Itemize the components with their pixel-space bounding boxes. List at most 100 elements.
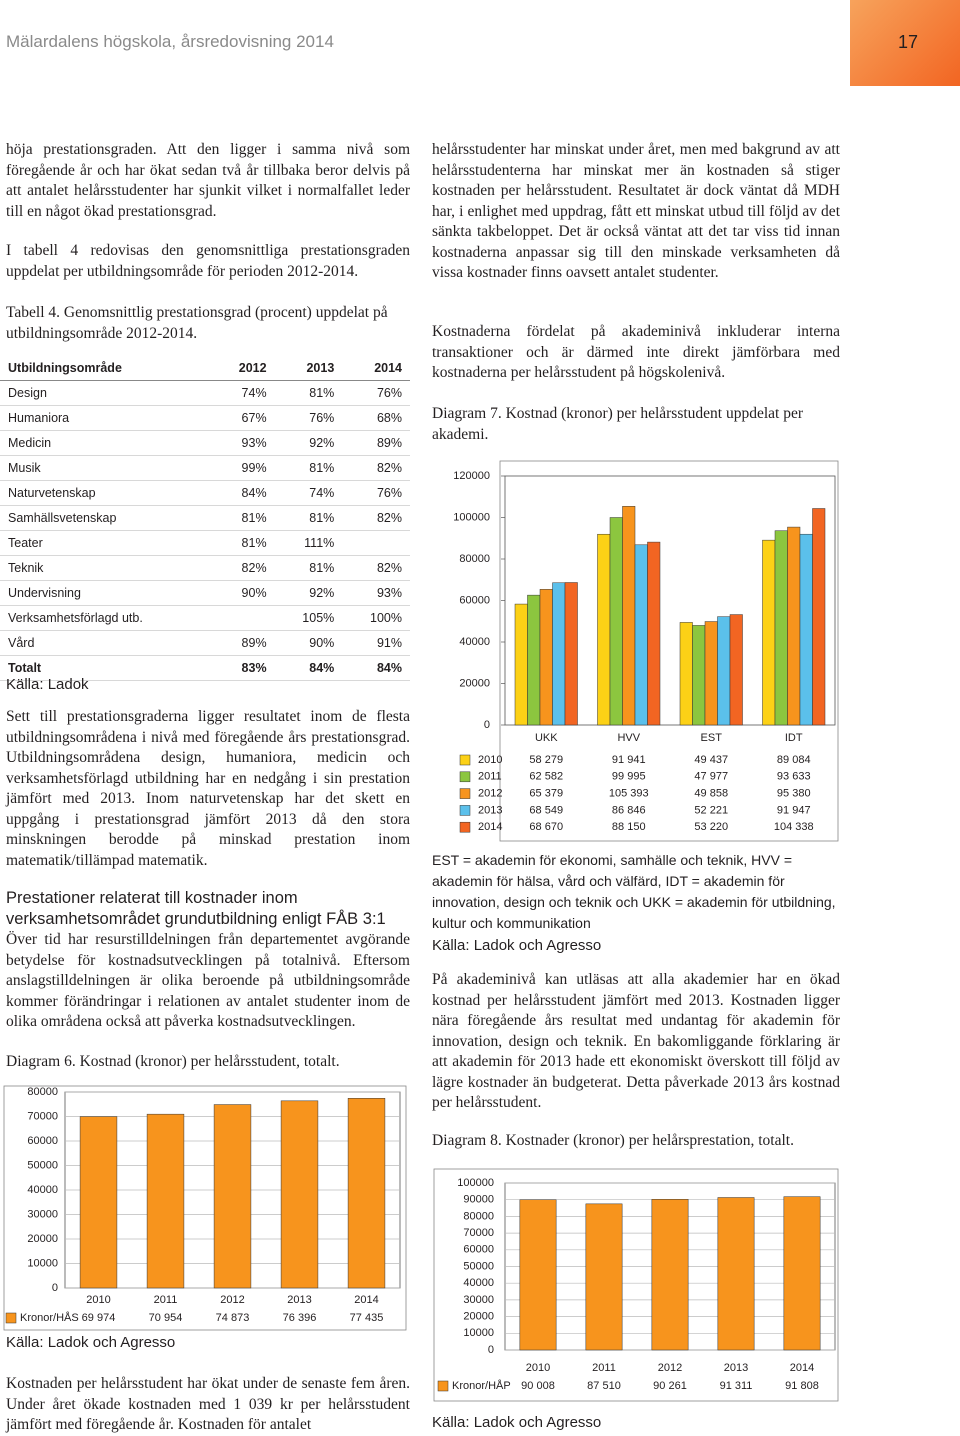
legend-label: Kronor/HÅS xyxy=(20,1311,79,1324)
x-tick-label: 2011 xyxy=(592,1362,616,1374)
data-label: 52 221 xyxy=(694,804,728,816)
bar xyxy=(679,622,693,726)
legend-swatch xyxy=(459,771,471,783)
table-cell: 100% xyxy=(342,605,410,631)
table-row: Verksamhetsförlagd utb. 105% 100% xyxy=(0,605,410,631)
table-cell: 81% xyxy=(212,530,275,556)
x-tick-label: 2013 xyxy=(287,1294,311,1306)
paragraph: I tabell 4 redovisas den genomsnittliga … xyxy=(6,242,410,280)
table-row: Teknik 82% 81% 82% xyxy=(0,555,410,581)
x-tick-label: 2011 xyxy=(154,1294,178,1306)
table-cell: 2012 xyxy=(212,356,275,381)
table-cell: 93% xyxy=(212,430,275,456)
x-tick-label: 2012 xyxy=(658,1362,682,1374)
bar xyxy=(597,533,611,726)
data-label: 69 974 xyxy=(82,1312,116,1324)
running-header: Mälardalens högskola, årsredovisning 201… xyxy=(6,32,334,51)
legend-label: 2013 xyxy=(478,804,502,816)
data-label: 68 549 xyxy=(529,804,563,816)
table-cell: 81% xyxy=(212,505,275,531)
table-cell: 76% xyxy=(274,405,343,431)
paragraph: Kostnaderna fördelat på akademinivå inkl… xyxy=(432,323,840,381)
data-label: 90 261 xyxy=(653,1380,687,1392)
bar xyxy=(552,582,566,726)
bar xyxy=(787,526,801,726)
paragraph: Sett till prestationsgraderna ligger res… xyxy=(6,708,410,869)
bar xyxy=(527,594,541,726)
bar xyxy=(213,1104,252,1289)
data-label: 62 582 xyxy=(529,771,563,783)
table-cell: 84% xyxy=(212,480,275,506)
table-row: Teater 81% 111% xyxy=(0,530,410,556)
data-label: 77 435 xyxy=(350,1312,384,1324)
section-heading: Prestationer relaterat till kostnader in… xyxy=(6,889,386,928)
y-tick-label: 20000 xyxy=(463,1311,494,1323)
y-tick-label: 70000 xyxy=(463,1227,494,1239)
chart-frame xyxy=(433,1168,839,1402)
table-cell: Totalt xyxy=(0,655,213,681)
paragraph: Över tid har resurstilldelningen från de… xyxy=(6,931,410,1030)
table-cell: 76% xyxy=(342,380,410,406)
table-cell: 2013 xyxy=(274,356,343,381)
bar xyxy=(717,1197,755,1351)
y-tick-label: 30000 xyxy=(27,1208,58,1220)
table-cell: 84% xyxy=(342,655,410,681)
note: EST = akademin för ekonomi, samhälle och… xyxy=(432,852,836,931)
table-cell: Verksamhetsförlagd utb. xyxy=(0,605,213,631)
source: Källa: Ladok och Agresso xyxy=(432,937,602,954)
y-tick-label: 120000 xyxy=(453,470,490,482)
y-tick-label: 40000 xyxy=(463,1277,494,1289)
x-tick-label: HVV xyxy=(617,732,640,744)
legend-swatch xyxy=(459,821,471,833)
x-tick-label: EST xyxy=(701,732,723,744)
table-cell: 89% xyxy=(342,430,410,456)
table-cell: 68% xyxy=(342,405,410,431)
bar xyxy=(622,506,636,726)
table-cell: 76% xyxy=(342,480,410,506)
chart: 0 20000 40000 60000 80000 100000 120000 UKK HVV E… xyxy=(453,460,839,842)
y-tick-label: 40000 xyxy=(459,636,490,648)
table-caption: Tabell 4. Genomsnittlig prestationsgrad … xyxy=(6,304,388,342)
y-tick-label: 60000 xyxy=(27,1135,58,1147)
chart-frame xyxy=(3,1085,407,1331)
table-cell xyxy=(212,605,275,631)
y-tick-label: 80000 xyxy=(463,1210,494,1222)
table-cell: Samhällsvetenskap xyxy=(0,505,213,531)
table-cell: 92% xyxy=(274,430,343,456)
y-tick-label: 60000 xyxy=(463,1244,494,1256)
source: Källa: Ladok och Agresso xyxy=(432,1414,602,1431)
table-cell: 82% xyxy=(342,505,410,531)
page-number: 17 xyxy=(898,32,919,52)
data-label: 88 150 xyxy=(612,821,646,833)
bar xyxy=(519,1199,557,1351)
table-row: Humaniora 67% 76% 68% xyxy=(0,405,410,431)
data-label: 89 084 xyxy=(777,754,811,766)
bar xyxy=(634,544,648,726)
data-label: 53 220 xyxy=(694,821,728,833)
bar xyxy=(539,589,553,726)
bar xyxy=(812,508,826,726)
table-cell: 81% xyxy=(274,555,343,581)
table-cell: 89% xyxy=(212,630,275,656)
data-label: 65 379 xyxy=(529,788,563,800)
bar xyxy=(585,1203,623,1351)
table-cell: 111% xyxy=(274,530,343,556)
legend-swatch xyxy=(437,1380,449,1392)
legend-swatch xyxy=(5,1312,17,1324)
table-row: Samhällsvetenskap 81% 81% 82% xyxy=(0,505,410,531)
bar xyxy=(79,1116,118,1289)
table-cell: 83% xyxy=(212,655,275,681)
y-tick-label: 10000 xyxy=(463,1327,494,1339)
table-cell: 84% xyxy=(274,655,343,681)
table-row: Totalt 83% 84% 84% xyxy=(0,655,410,681)
table-row: Design 74% 81% 76% xyxy=(0,380,410,406)
y-tick-label: 20000 xyxy=(459,677,490,689)
chart-caption: Diagram 7. Kostnad (kronor) per helårsst… xyxy=(432,405,804,443)
y-tick-label: 70000 xyxy=(27,1110,58,1122)
y-tick-label: 10000 xyxy=(27,1257,58,1269)
paragraph: Kostnaden per helårsstudent har ökat und… xyxy=(6,1375,410,1433)
table-row: Musik 99% 81% 82% xyxy=(0,455,410,481)
table-cell: Musik xyxy=(0,455,213,481)
data-label: 91 941 xyxy=(612,754,646,766)
x-tick-label: 2010 xyxy=(86,1294,110,1306)
